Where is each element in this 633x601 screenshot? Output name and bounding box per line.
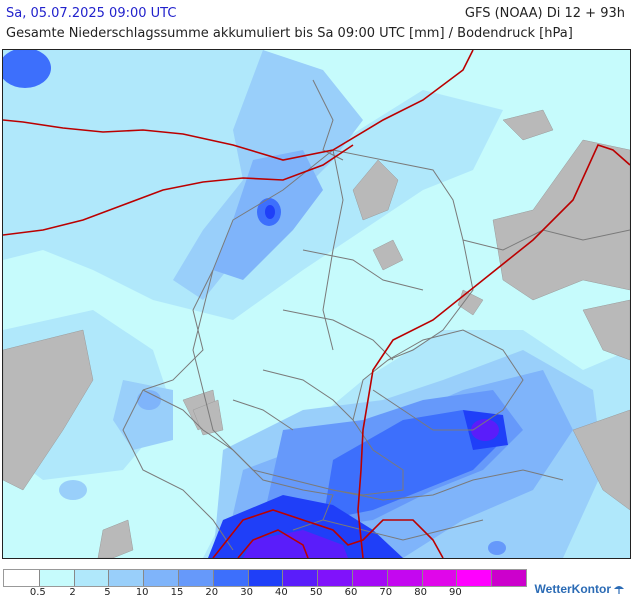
- legend-label: 30: [240, 587, 253, 598]
- border-denmark: [312, 79, 344, 161]
- terrain-far-southwest: [97, 519, 134, 558]
- border-state-1: [302, 249, 424, 291]
- umbrella-icon: [614, 586, 624, 594]
- legend-label: 90: [449, 587, 462, 598]
- isobar-southwest: [237, 529, 309, 558]
- isobar-south: [212, 509, 444, 558]
- terrain-poland-south: [582, 299, 630, 361]
- legend-swatch: [73, 570, 109, 586]
- logo-text: WetterKontor: [534, 582, 611, 596]
- model-run-label: GFS (NOAA) Di 12 + 93h: [464, 6, 625, 21]
- legend-label: 0.5: [29, 587, 46, 598]
- isobar-north: [3, 50, 474, 161]
- legend-swatch: [38, 570, 74, 586]
- legend-swatch: [456, 570, 492, 586]
- chart-title: Gesamte Niederschlagssumme akkumuliert b…: [6, 26, 573, 41]
- legend-label: 10: [135, 587, 149, 598]
- isobar-middle: [3, 144, 354, 236]
- legend-swatch: [143, 570, 178, 586]
- legend-swatch: [421, 570, 457, 586]
- precipitation-legend: [3, 569, 527, 587]
- border-france: [122, 389, 234, 551]
- precip-cell-southeast: [488, 541, 506, 555]
- legend-swatch: [386, 570, 422, 586]
- border-italy: [322, 519, 484, 541]
- legend-swatch: [491, 570, 526, 586]
- legend-label: 5: [104, 587, 111, 598]
- legend-label: 70: [379, 587, 393, 598]
- isobars: [3, 50, 630, 558]
- legend-swatch: [317, 570, 352, 586]
- precip-cell-east: [471, 419, 499, 441]
- border-state-5: [232, 399, 294, 431]
- isobar-east: [357, 144, 630, 558]
- legend-label: 20: [205, 587, 219, 598]
- legend-labels: 0.5 2 5 10 15 20 30 40 50 60 70 80 90: [0, 587, 520, 601]
- terrain-alps-east: [572, 409, 630, 511]
- legend-label: 15: [170, 587, 184, 598]
- terrain-masks: [3, 109, 630, 558]
- legend-swatch: [351, 570, 387, 586]
- precip-cell-northwest: [3, 50, 51, 88]
- legend-label: 60: [344, 587, 358, 598]
- legend-label: 50: [309, 587, 323, 598]
- legend-swatch: [108, 570, 144, 586]
- precipitation-map: [2, 49, 631, 559]
- legend-swatch: [282, 570, 318, 586]
- legend-swatch: [177, 570, 213, 586]
- precip-area-50: [243, 530, 348, 558]
- terrain-north-east: [352, 159, 399, 221]
- border-czech: [372, 329, 524, 431]
- border-netherlands-coast: [142, 269, 214, 391]
- terrain-east-small: [457, 289, 484, 316]
- legend-label: 40: [275, 587, 288, 598]
- terrain-harz: [372, 239, 404, 271]
- precip-area-30: [323, 410, 503, 520]
- legend-label: 2: [69, 587, 76, 598]
- terrain-west: [3, 329, 94, 491]
- border-switzerland: [232, 449, 334, 531]
- forecast-date: Sa, 05.07.2025 09:00 UTC: [6, 6, 177, 21]
- border-belgium: [142, 389, 234, 451]
- border-state-4: [322, 149, 344, 351]
- legend-label: 80: [414, 587, 427, 598]
- terrain-baltic: [502, 109, 554, 141]
- wetterkontor-logo[interactable]: WetterKontor: [535, 582, 625, 596]
- border-state-2: [282, 309, 394, 361]
- precip-cell-west: [137, 390, 161, 410]
- legend-swatch: [247, 570, 283, 586]
- precip-cell-north-core: [265, 205, 275, 219]
- terrain-east: [492, 139, 630, 301]
- border-austria: [332, 469, 564, 501]
- precip-cell-southwest: [59, 480, 87, 500]
- legend-swatch: [212, 570, 248, 586]
- legend-swatch: [4, 570, 39, 586]
- border-germany: [192, 149, 474, 496]
- political-borders: [122, 79, 630, 551]
- border-state-3: [262, 369, 354, 421]
